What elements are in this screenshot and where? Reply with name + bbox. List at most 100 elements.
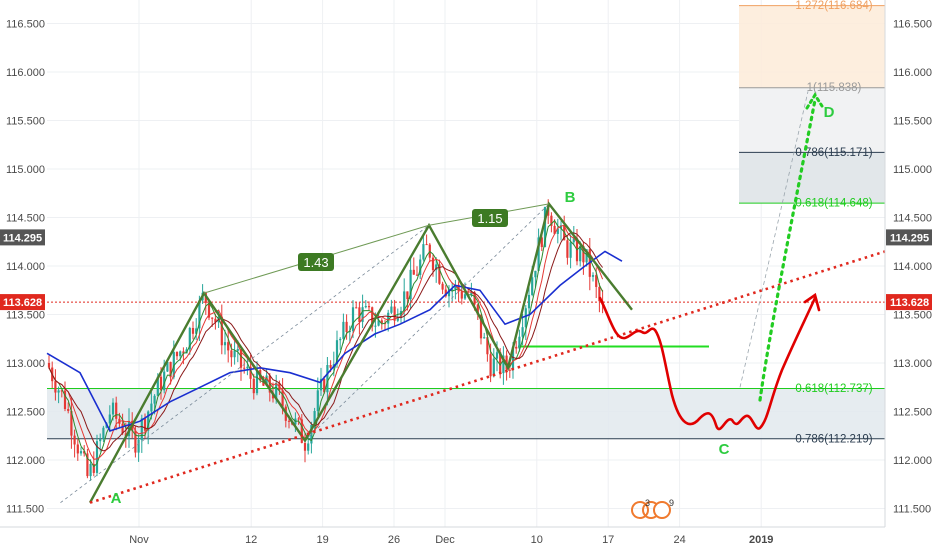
y-tick-label-left: 116.500 — [6, 19, 45, 31]
candle-body — [70, 410, 73, 436]
fib-level-label: 0.618(114.648) — [795, 198, 872, 210]
x-tick-label: 12 — [245, 534, 257, 546]
candle-body — [499, 352, 502, 374]
candle-body — [342, 321, 345, 339]
candle-body — [54, 381, 57, 393]
candle-body — [323, 378, 326, 393]
candle-body — [591, 275, 595, 277]
ratio-label-box — [298, 253, 334, 271]
candle-body — [598, 286, 601, 302]
candle-body — [435, 264, 438, 271]
candle-body — [137, 439, 140, 453]
x-tick-label: 26 — [388, 534, 400, 546]
harmonic-dashed-diag — [304, 203, 550, 441]
x-tick-label: 2019 — [749, 534, 773, 546]
y-tick-label-left: 114.000 — [6, 261, 45, 273]
y-tick-label-left: 116.000 — [6, 67, 45, 79]
fib-zone-extension — [739, 5, 885, 88]
y-tick-label-right: 116.500 — [893, 19, 932, 31]
candle-body — [281, 390, 284, 407]
projection-arrowhead — [803, 292, 821, 312]
price-tag-right — [886, 229, 932, 246]
ma-fast-green — [48, 219, 604, 468]
candle-body — [351, 307, 355, 331]
ma-red — [48, 224, 604, 460]
y-tick-label-left: 112.500 — [6, 407, 45, 419]
candle-body — [111, 402, 115, 415]
candle-body — [239, 349, 243, 368]
candle-body — [495, 352, 499, 359]
candle-body — [438, 264, 441, 284]
candle-body — [377, 320, 380, 326]
candle-body — [121, 423, 124, 434]
candle-body — [441, 283, 444, 290]
candle-body — [319, 378, 323, 391]
candle-body — [249, 366, 252, 379]
candle-body — [188, 327, 191, 350]
x-tick-label: 10 — [531, 534, 543, 546]
candle-body — [582, 245, 585, 263]
candle-body — [227, 342, 230, 351]
harmonic-point-b: B — [565, 189, 576, 206]
candle-body — [191, 327, 195, 334]
candle-body — [47, 363, 51, 368]
y-tick-label-right: 113.500 — [893, 310, 932, 322]
candle-body — [403, 291, 406, 311]
candle-body — [559, 225, 563, 229]
candle-body — [473, 292, 476, 305]
candle-body — [409, 269, 412, 300]
candle-body — [300, 419, 303, 443]
candle-body — [390, 306, 393, 313]
candle-body — [502, 355, 505, 374]
candle-body — [313, 411, 316, 425]
candle-body — [163, 371, 166, 391]
candle-body — [89, 463, 92, 477]
candle-body — [156, 376, 159, 396]
candle-body — [316, 390, 319, 412]
harmonic-dashed-diag — [60, 224, 430, 503]
candle-body — [108, 414, 111, 424]
event-badge-count: 3 — [645, 498, 650, 508]
y-tick-label-left: 115.500 — [6, 116, 45, 128]
y-tick-label-right: 116.000 — [893, 67, 932, 79]
candle-body — [579, 245, 582, 262]
candle-body — [153, 395, 156, 404]
candle-body — [374, 325, 377, 327]
candle-body — [275, 382, 278, 399]
fib-level-label: 1.272(116.684) — [795, 0, 872, 12]
candle-body — [371, 307, 374, 327]
candle-body — [492, 358, 495, 377]
candle-body — [483, 337, 486, 339]
candle-body — [233, 350, 236, 358]
candle-body — [415, 274, 419, 276]
candle-body — [63, 390, 67, 409]
candle-body — [585, 249, 588, 263]
event-badge-ring[interactable] — [631, 501, 649, 519]
event-badge-ring[interactable] — [653, 501, 671, 519]
y-tick-label-right: 113.000 — [893, 358, 932, 370]
candle-body — [297, 418, 300, 420]
candle-body — [265, 375, 268, 386]
candle-body — [147, 411, 150, 431]
candle-body — [92, 463, 95, 473]
x-axis-panel — [0, 527, 932, 550]
y-axis-panel — [885, 0, 932, 550]
candle-body — [95, 441, 99, 473]
candle-body — [543, 206, 547, 248]
candle-body — [115, 402, 118, 419]
harmonic-point-c: C — [719, 441, 730, 458]
candle-body — [358, 307, 361, 322]
candle-body — [345, 321, 348, 333]
candle-body — [527, 294, 531, 309]
candle-body — [451, 289, 454, 291]
candle-body — [329, 364, 332, 368]
candle-body — [361, 307, 364, 322]
candle-body — [553, 225, 556, 234]
candle-body — [367, 306, 371, 308]
x-tick-label: 17 — [602, 534, 614, 546]
candle-body — [86, 453, 89, 477]
candle-body — [511, 346, 515, 371]
candle-body — [508, 369, 511, 371]
y-tick-label-left: 113.500 — [6, 310, 45, 322]
